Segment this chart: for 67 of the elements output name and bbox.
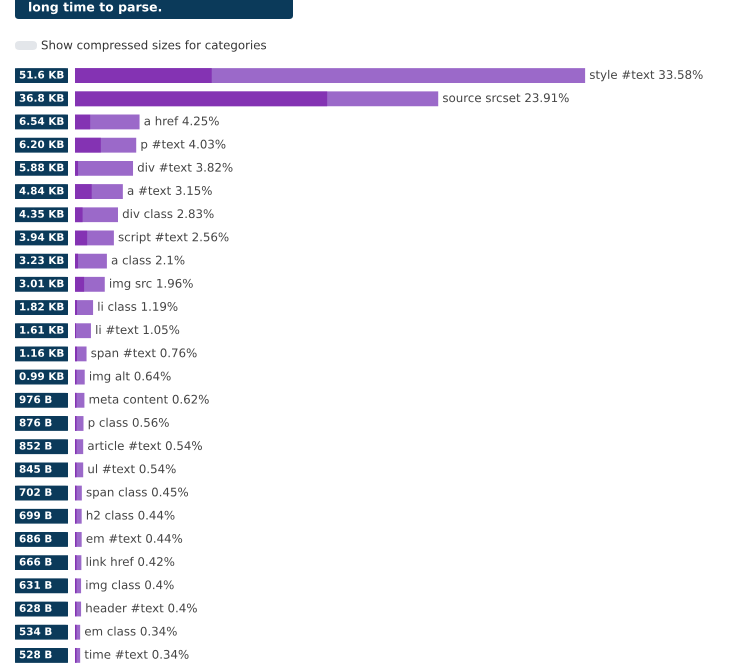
y-tick-label: 1.16 KB: [20, 349, 64, 357]
bar: [75, 254, 78, 269]
data-label: div #text 3.82%: [138, 162, 233, 172]
bar: [75, 230, 88, 246]
bar: [75, 207, 83, 222]
bar: [75, 160, 134, 176]
y-tick-label: 3.94 KB: [20, 233, 64, 241]
data-label: li class 1.19%: [98, 302, 178, 311]
data-label: script #text 2.56%: [118, 232, 229, 244]
data-label: em #text 0.44%: [86, 534, 182, 543]
y-tick-label: 976 B: [20, 395, 52, 404]
y-tick-label: 528 B: [20, 650, 52, 658]
y-tick-label: 534 B: [20, 627, 52, 636]
data-label: a #text 3.15%: [128, 186, 212, 195]
y-tick-label: 6.54 KB: [20, 117, 64, 126]
y-tick-label: 5.88 KB: [20, 164, 64, 172]
data-label: em class 0.34%: [84, 626, 177, 636]
data-label: link href 0.42%: [86, 556, 174, 566]
bar: [75, 184, 92, 199]
bar: [75, 68, 212, 84]
y-tick-label: 3.01 KB: [20, 279, 64, 288]
y-tick-label: 628 B: [20, 604, 52, 612]
y-tick-label: 51.6 KB: [20, 70, 64, 79]
data-label: li #text 1.05%: [96, 325, 180, 334]
y-tick-label: 699 B: [20, 511, 52, 520]
text: Show compressed sizes for categories: [42, 40, 266, 52]
data-label: article #text 0.54%: [88, 440, 202, 450]
y-tick-label: 4.35 KB: [19, 210, 64, 218]
y-tick-label: 845 B: [20, 465, 52, 473]
y-tick-label: 4.84 KB: [19, 186, 64, 195]
bar: [75, 254, 107, 269]
y-tick-label: 852 B: [20, 442, 52, 450]
data-label: a href 4.25%: [144, 116, 219, 126]
bar: [75, 160, 78, 176]
data-label: img class 0.4%: [86, 580, 174, 592]
y-tick-label: 3.23 KB: [20, 256, 64, 264]
y-tick-label: 666 B: [20, 558, 52, 566]
data-label: h2 class 0.44%: [86, 510, 175, 520]
data-label: a class 2.1%: [112, 255, 184, 265]
data-label: style #text 33.58%: [590, 70, 703, 82]
data-label: div class 2.83%: [122, 209, 214, 218]
bar: [75, 114, 90, 130]
data-label: span #text 0.76%: [91, 348, 197, 360]
data-label: header #text 0.4%: [86, 603, 197, 612]
text: long time to parse.: [29, 2, 162, 14]
data-label: meta content 0.62%: [90, 394, 209, 404]
bar: [75, 138, 101, 153]
data-label: source srcset 23.91%: [443, 93, 569, 102]
data-label: p #text 4.03%: [141, 140, 226, 151]
y-tick-label: 36.8 KB: [20, 94, 64, 102]
y-tick-label: 631 B: [20, 580, 52, 589]
y-tick-label: 1.61 KB: [20, 326, 64, 334]
bar: [75, 91, 328, 106]
y-tick-label: 6.20 KB: [20, 140, 64, 148]
data-label: ul #text 0.54%: [88, 464, 176, 474]
data-label: img alt 0.64%: [90, 371, 171, 383]
bar: [75, 323, 91, 338]
data-label: img src 1.96%: [110, 278, 193, 290]
y-tick-label: 1.82 KB: [20, 302, 64, 311]
y-tick-label: 0.99 KB: [20, 372, 64, 380]
data-label: span class 0.45%: [86, 487, 188, 499]
bar: [75, 276, 84, 292]
y-tick-label: 876 B: [20, 418, 52, 427]
data-label: p class 0.56%: [88, 418, 169, 430]
y-tick-label: 686 B: [20, 534, 52, 542]
data-label: time #text 0.34%: [84, 650, 189, 659]
y-tick-label: 702 B: [20, 488, 52, 496]
